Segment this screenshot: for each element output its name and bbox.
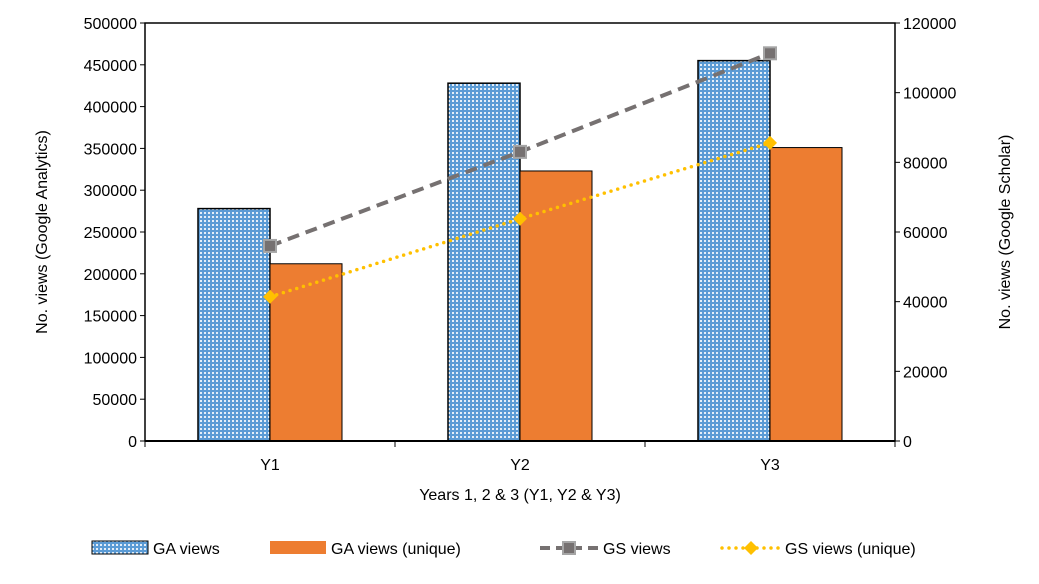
legend-swatch-ga-views-unique <box>270 541 326 554</box>
y-tick-label: 450000 <box>84 58 137 75</box>
legend-label-gs-views: GS views <box>603 541 671 558</box>
x-tick-label: Y2 <box>510 457 530 474</box>
marker-gs-views-y1 <box>263 238 277 253</box>
y2-tick-label: 20000 <box>903 364 948 381</box>
marker-gs-views-unique-y3 <box>763 135 777 150</box>
y-tick-label: 350000 <box>84 141 137 158</box>
legend-label-ga-views: GA views <box>153 541 220 558</box>
y2-tick-label: 40000 <box>903 295 948 312</box>
y2-tick-label: 60000 <box>903 225 948 242</box>
y-tick-label: 50000 <box>93 392 138 409</box>
legend-swatch-ga-views <box>91 540 149 555</box>
marker-gs-views-unique-y1 <box>263 289 277 304</box>
marker-gs-views-unique-y2 <box>513 211 527 226</box>
y2-tick-label: 0 <box>903 434 912 451</box>
x-axis-title: Years 1, 2 & 3 (Y1, Y2 & Y3) <box>419 487 621 504</box>
legend: GA views GA views (unique) GS views GS view… <box>91 540 916 558</box>
bar-ga-views-y1 <box>197 207 271 442</box>
y-axis-title: No. views (Google Analytics) <box>34 130 51 334</box>
bar-ga-views-unique--y3 <box>769 147 843 442</box>
marker-gs-views-y3 <box>763 46 777 61</box>
y2-tick-label: 100000 <box>903 86 956 103</box>
marker-gs-views-y2 <box>513 144 527 159</box>
y-tick-label: 400000 <box>84 100 137 117</box>
bar-ga-views-unique--y2 <box>519 170 593 442</box>
y2-axis-title: No. views (Google Scholar) <box>997 135 1014 330</box>
x-tick-label: Y1 <box>260 457 280 474</box>
legend-marker-gs-views-unique <box>744 541 758 555</box>
y-tick-label: 250000 <box>84 225 137 242</box>
y-tick-label: 500000 <box>84 16 137 33</box>
legend-label-ga-views-unique: GA views (unique) <box>331 541 461 558</box>
bar-ga-views-y2 <box>447 82 521 442</box>
legend-marker-gs-views <box>562 541 576 555</box>
y-tick-label: 300000 <box>84 183 137 200</box>
y-tick-label: 100000 <box>84 350 137 367</box>
bar-ga-views-y3 <box>697 59 771 442</box>
y-tick-label: 0 <box>128 434 137 451</box>
bar-ga-views-unique--y1 <box>269 263 343 442</box>
x-tick-label: Y3 <box>760 457 780 474</box>
y-tick-label: 150000 <box>84 309 137 326</box>
y2-tick-label: 120000 <box>903 16 956 33</box>
legend-label-gs-views-unique: GS views (unique) <box>785 541 916 558</box>
y2-tick-label: 80000 <box>903 155 948 172</box>
y-tick-label: 200000 <box>84 267 137 284</box>
